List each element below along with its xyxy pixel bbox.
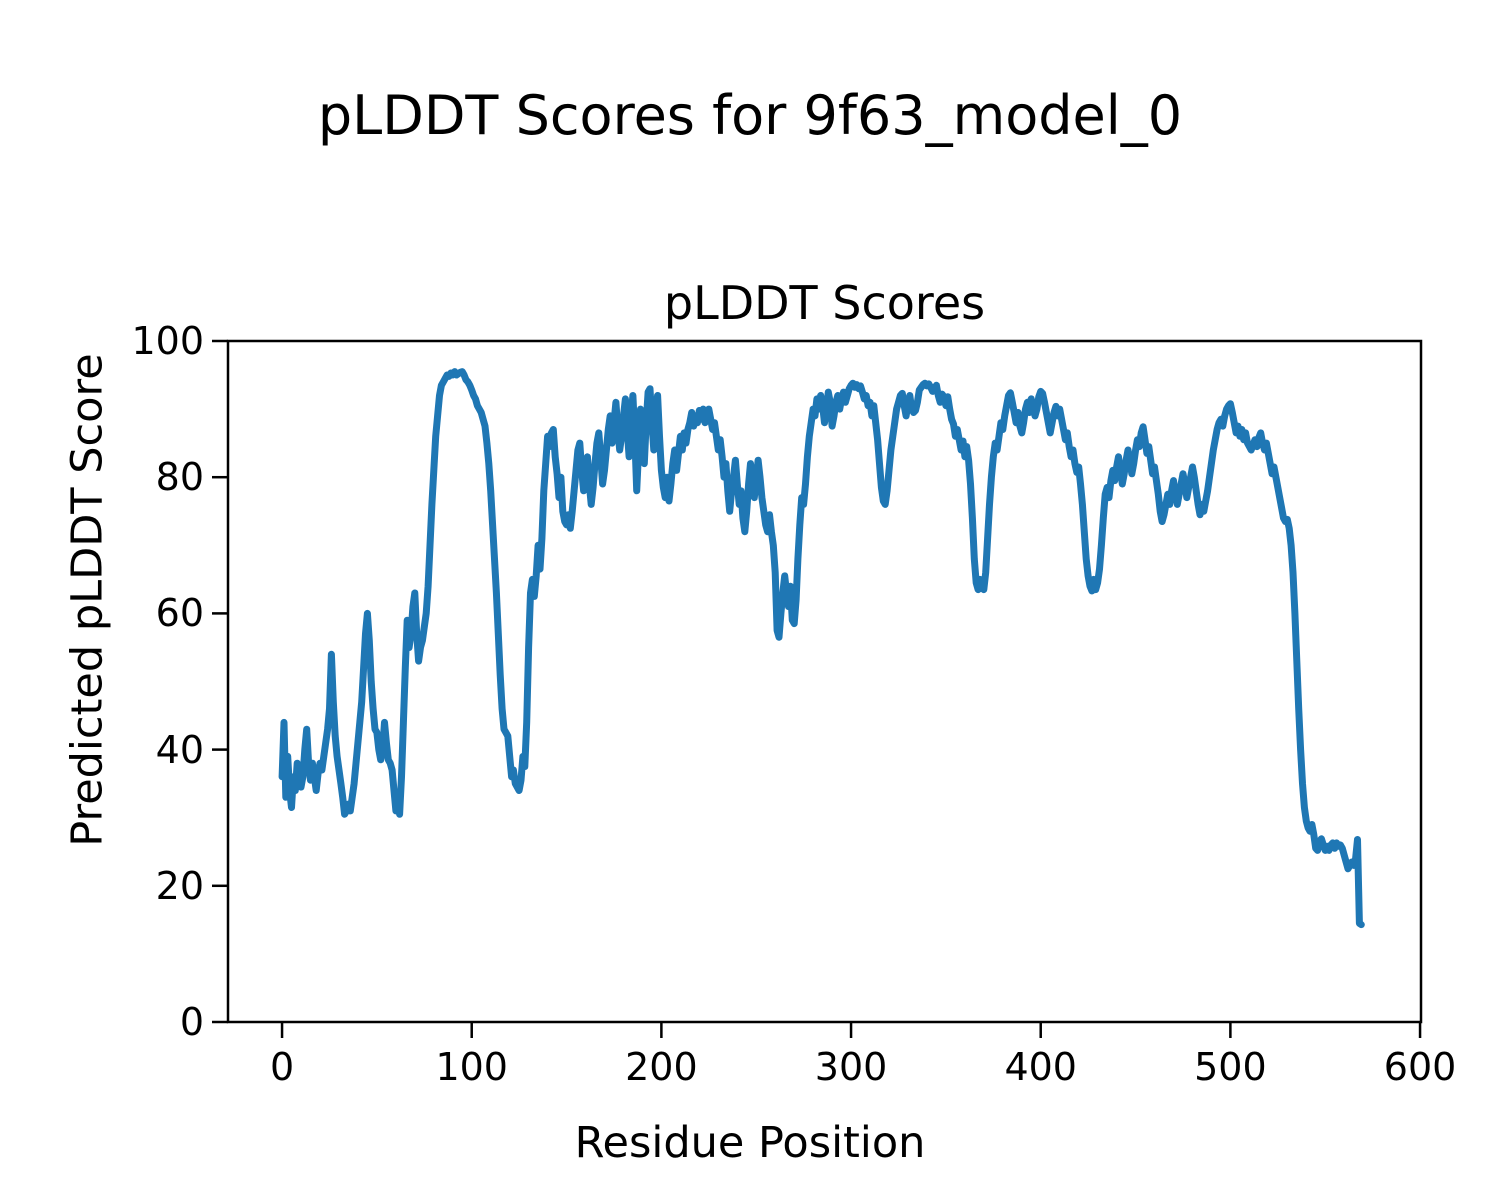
axes-title: pLDDT Scores — [663, 276, 986, 330]
x-tick-label: 300 — [814, 1045, 888, 1089]
y-tick-label: 60 — [155, 591, 204, 636]
x-tick-label: 100 — [435, 1045, 508, 1089]
plddt-line — [278, 368, 1365, 929]
x-axis-label: Residue Position — [574, 1118, 926, 1168]
y-tick-label: 20 — [155, 863, 204, 908]
x-tick-label: 400 — [1004, 1045, 1077, 1089]
x-tick-label: 200 — [625, 1045, 698, 1089]
figure-suptitle: pLDDT Scores for 9f63_model_0 — [317, 84, 1183, 147]
y-tick-label: 0 — [179, 1000, 204, 1044]
y-axis-label-text: Predicted pLDDT Score — [62, 353, 113, 847]
y-tick-label: 80 — [155, 455, 204, 500]
axes-spines — [226, 339, 1423, 1024]
y-tick-label: 40 — [155, 727, 204, 772]
y-tick-label: 100 — [131, 319, 204, 363]
x-tick-label: 500 — [1194, 1045, 1267, 1089]
x-tick-label: 600 — [1383, 1045, 1457, 1089]
x-tick-label: 0 — [269, 1045, 295, 1089]
